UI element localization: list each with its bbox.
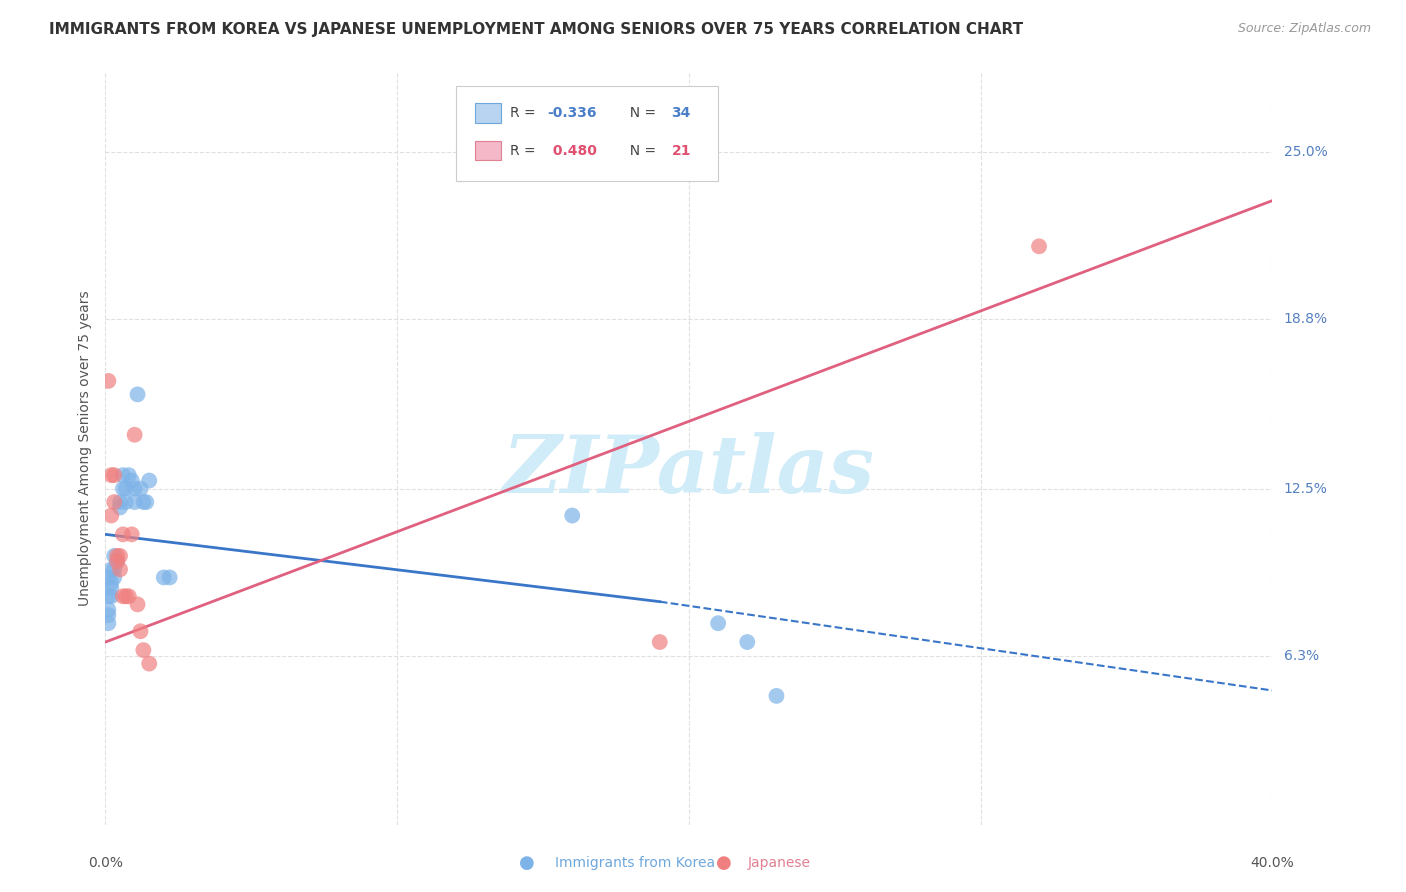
Point: [111, 589, 134, 603]
Text: ●: ●: [519, 855, 536, 872]
Text: 40.0%: 40.0%: [1250, 855, 1295, 870]
Point: [97, 608, 120, 623]
Point: [100, 508, 122, 523]
Point: [97, 570, 120, 584]
Point: [765, 689, 787, 703]
Point: [103, 549, 125, 563]
Text: Source: ZipAtlas.com: Source: ZipAtlas.com: [1237, 22, 1371, 36]
Point: [100, 468, 122, 483]
Point: [100, 589, 122, 603]
Text: 0.0%: 0.0%: [89, 855, 122, 870]
Point: [100, 581, 122, 595]
Point: [108, 500, 131, 515]
Point: [127, 387, 149, 401]
Point: [737, 635, 759, 649]
Point: [103, 495, 125, 509]
Point: [108, 562, 131, 576]
Point: [121, 474, 143, 488]
Point: [111, 527, 134, 541]
Text: 6.3%: 6.3%: [1284, 648, 1319, 663]
Point: [1028, 239, 1050, 253]
Point: [121, 527, 143, 541]
Point: [105, 549, 128, 563]
Point: [108, 549, 131, 563]
Text: 34: 34: [672, 106, 690, 120]
Point: [138, 474, 160, 488]
Point: [135, 495, 157, 509]
Point: [124, 495, 146, 509]
Point: [129, 482, 152, 496]
Point: [97, 616, 120, 631]
Point: [108, 495, 131, 509]
Text: -0.336: -0.336: [548, 106, 598, 120]
Point: [118, 589, 141, 603]
Point: [97, 589, 120, 603]
Text: IMMIGRANTS FROM KOREA VS JAPANESE UNEMPLOYMENT AMONG SENIORS OVER 75 YEARS CORRE: IMMIGRANTS FROM KOREA VS JAPANESE UNEMPL…: [49, 22, 1024, 37]
Point: [118, 468, 141, 483]
Point: [111, 482, 134, 496]
Text: Immigrants from Korea: Immigrants from Korea: [555, 856, 716, 871]
FancyBboxPatch shape: [475, 103, 501, 122]
Point: [105, 554, 128, 568]
Point: [105, 554, 128, 568]
Point: [100, 562, 122, 576]
Point: [97, 603, 120, 617]
Text: N =: N =: [621, 144, 661, 158]
Point: [127, 598, 149, 612]
Point: [115, 589, 138, 603]
Point: [138, 657, 160, 671]
Text: Japanese: Japanese: [748, 856, 811, 871]
Point: [103, 562, 125, 576]
Point: [124, 427, 146, 442]
Point: [103, 468, 125, 483]
Text: R =: R =: [510, 106, 540, 120]
Text: ●: ●: [716, 855, 733, 872]
Text: R =: R =: [510, 144, 540, 158]
Text: 18.8%: 18.8%: [1284, 312, 1327, 326]
Point: [97, 374, 120, 388]
Text: N =: N =: [621, 106, 661, 120]
Point: [132, 643, 155, 657]
Text: 12.5%: 12.5%: [1284, 482, 1327, 496]
Point: [707, 616, 730, 631]
Point: [129, 624, 152, 639]
Y-axis label: Unemployment Among Seniors over 75 years: Unemployment Among Seniors over 75 years: [77, 291, 91, 606]
Text: 21: 21: [672, 144, 690, 158]
Text: ZIPatlas: ZIPatlas: [503, 432, 875, 509]
Text: 25.0%: 25.0%: [1284, 145, 1327, 159]
Text: 0.480: 0.480: [548, 144, 596, 158]
Point: [561, 508, 583, 523]
Point: [132, 495, 155, 509]
Point: [648, 635, 671, 649]
Point: [111, 468, 134, 483]
Point: [115, 495, 138, 509]
Point: [100, 575, 122, 590]
Point: [159, 570, 181, 584]
FancyBboxPatch shape: [456, 87, 718, 181]
Point: [124, 482, 146, 496]
Point: [115, 482, 138, 496]
Point: [153, 570, 174, 584]
FancyBboxPatch shape: [475, 141, 501, 161]
Point: [103, 570, 125, 584]
